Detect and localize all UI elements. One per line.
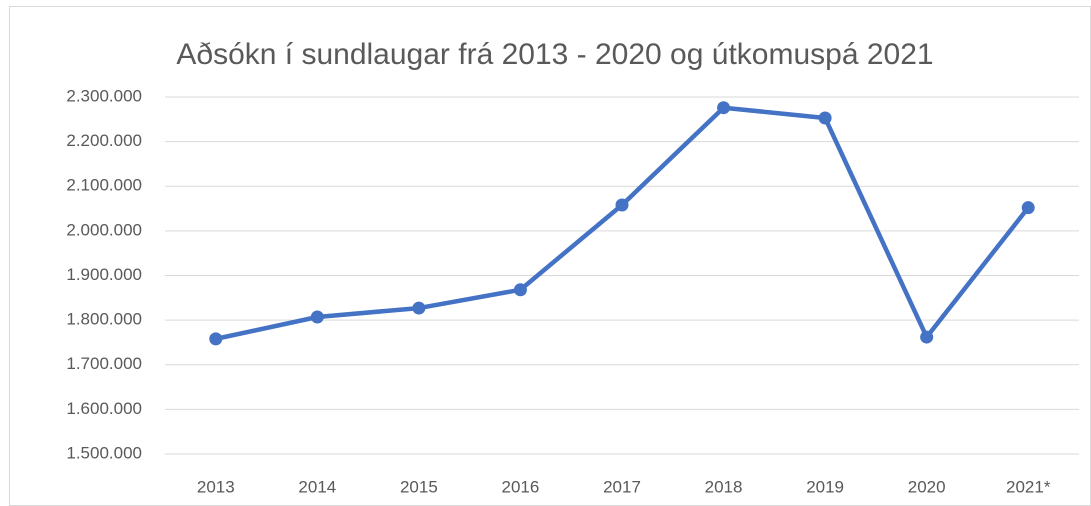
data-point [920,330,934,344]
y-tick-label: 2.000.000 [66,220,142,239]
x-tick-label: 2018 [705,477,743,496]
data-point [818,111,832,125]
x-tick-label: 2016 [502,477,540,496]
y-tick-label: 1.900.000 [66,265,142,284]
data-point [1021,201,1035,215]
y-tick-label: 2.200.000 [66,131,142,150]
data-point [412,301,426,315]
y-tick-label: 1.800.000 [66,310,142,329]
y-tick-label: 1.600.000 [66,399,142,418]
x-tick-label: 2020 [908,477,946,496]
y-tick-label: 1.700.000 [66,354,142,373]
data-point [209,332,223,346]
x-tick-label: 2019 [806,477,844,496]
data-point [513,283,527,297]
chart-title: Aðsókn í sundlaugar frá 2013 - 2020 og ú… [176,38,933,71]
y-tick-label: 2.300.000 [66,86,142,105]
x-tick-label: 2017 [603,477,641,496]
x-tick-label: 2013 [197,477,235,496]
y-tick-label: 2.100.000 [66,176,142,195]
x-tick-label: 2015 [400,477,438,496]
x-tick-label: 2014 [298,477,336,496]
data-point [310,310,324,324]
data-point [717,101,731,115]
data-point [615,198,629,212]
y-tick-label: 1.500.000 [66,443,142,462]
chart-frame [9,6,1091,506]
x-tick-label: 2021* [1006,477,1051,496]
